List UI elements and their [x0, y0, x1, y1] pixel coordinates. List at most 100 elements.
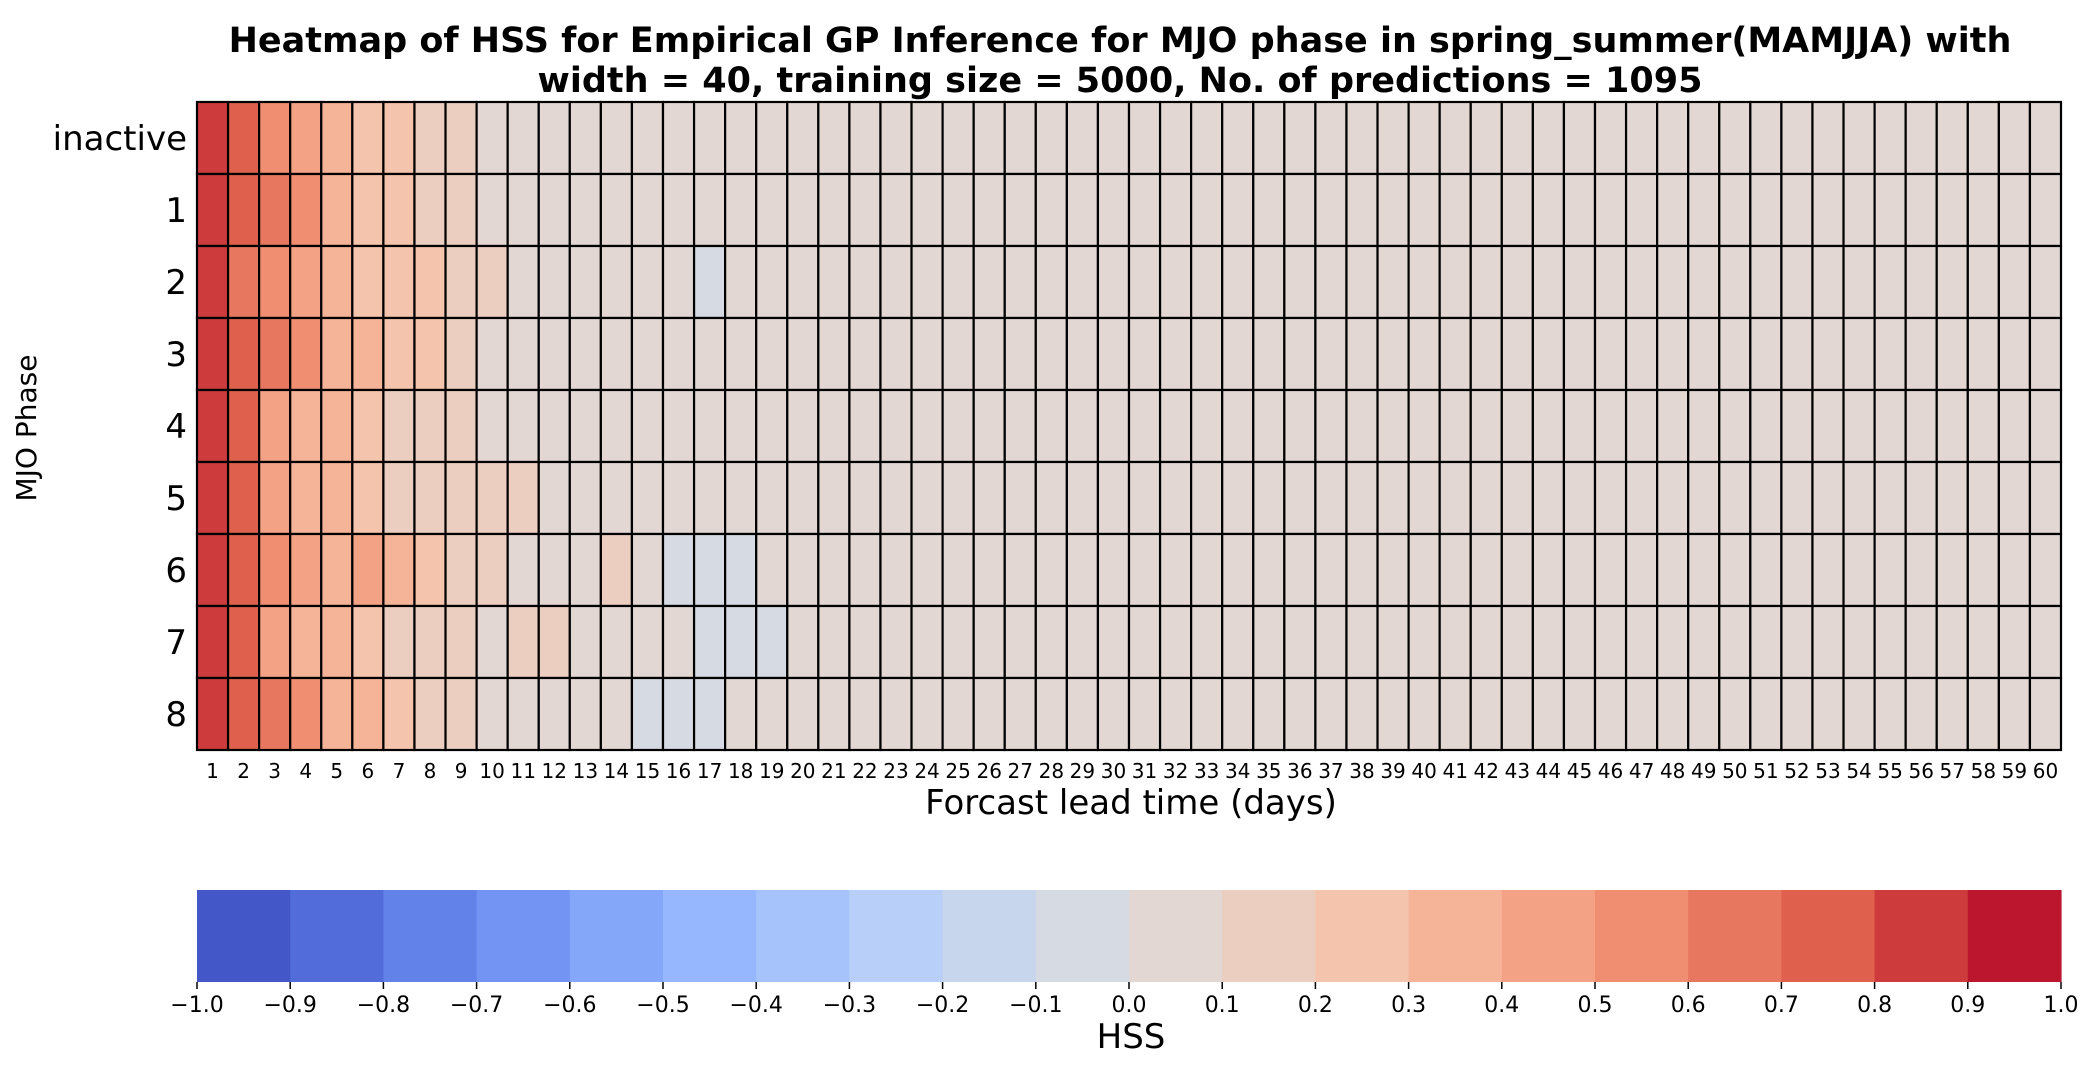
heatmap-cell: [599, 316, 634, 392]
heatmap-cell: [506, 172, 540, 248]
colorbar-segment: [1688, 890, 1782, 982]
heatmap-cell: [599, 676, 634, 752]
colorbar-segment: [942, 890, 1037, 982]
heatmap-cell: [1252, 532, 1286, 608]
heatmap-cell: [1531, 460, 1566, 536]
colorbar-segment: [1501, 890, 1596, 982]
heatmap-cell: [1873, 100, 1907, 176]
heatmap-cell: [1935, 316, 1969, 392]
heatmap-cell: [1314, 604, 1348, 680]
x-tick-label: 52: [1784, 759, 1809, 783]
heatmap-cell: [1624, 532, 1659, 608]
heatmap-cell: [1593, 604, 1628, 680]
heatmap-cell: [941, 532, 975, 608]
colorbar-tick-label: −0.1: [1009, 993, 1062, 1018]
heatmap-cell: [1749, 532, 1783, 608]
heatmap-cell: [1624, 460, 1659, 536]
heatmap-cell: [1500, 604, 1534, 680]
heatmap-cell: [1873, 172, 1907, 248]
heatmap-cell: [661, 172, 696, 248]
heatmap-cell: [506, 316, 540, 392]
heatmap-cell: [1438, 172, 1472, 248]
heatmap-cell: [1811, 316, 1845, 392]
heatmap-cell: [1345, 244, 1379, 320]
colorbar-segment: [569, 890, 664, 982]
heatmap-cell: [1687, 532, 1721, 608]
heatmap-cell: [475, 388, 509, 464]
heatmap-cell: [1531, 172, 1566, 248]
heatmap-cell: [1065, 388, 1100, 464]
heatmap-cell: [320, 100, 354, 176]
heatmap-cell: [1811, 100, 1845, 176]
x-tick-label: 22: [852, 759, 877, 783]
x-tick-label: 60: [2033, 759, 2058, 783]
heatmap-cell: [599, 172, 634, 248]
heatmap-cell: [1966, 172, 2000, 248]
heatmap-cell: [258, 460, 292, 536]
heatmap-cell: [755, 460, 789, 536]
heatmap-cell: [382, 532, 416, 608]
colorbar-tick-label: 0.8: [1857, 993, 1892, 1018]
heatmap-cell: [1127, 388, 1162, 464]
heatmap-cell: [1221, 532, 1255, 608]
heatmap-cell: [1531, 676, 1566, 752]
heatmap-cell: [1438, 244, 1472, 320]
heatmap-cell: [1904, 388, 1938, 464]
heatmap-cell: [817, 388, 851, 464]
heatmap-cell: [1376, 460, 1410, 536]
x-tick-label: 56: [1908, 759, 1933, 783]
heatmap-cell: [1003, 388, 1037, 464]
heatmap-cell: [444, 604, 478, 680]
heatmap-cell: [1252, 172, 1286, 248]
heatmap-cell: [1873, 388, 1907, 464]
x-tick-label: 17: [697, 759, 722, 783]
x-tick-label: 30: [1101, 759, 1126, 783]
heatmap-cell: [258, 244, 292, 320]
heatmap-cell: [1314, 100, 1348, 176]
heatmap-cell: [972, 388, 1006, 464]
heatmap-cell: [972, 244, 1006, 320]
heatmap-cell: [1531, 244, 1566, 320]
heatmap-cell: [1780, 172, 1814, 248]
x-tick-label: 26: [976, 759, 1001, 783]
heatmap-cell: [1438, 460, 1472, 536]
x-tick-label: 5: [330, 759, 343, 783]
heatmap-cell: [724, 172, 758, 248]
heatmap-cell: [1904, 460, 1938, 536]
heatmap-cell: [1593, 316, 1628, 392]
x-tick-label: 9: [455, 759, 468, 783]
heatmap-cell: [1127, 244, 1162, 320]
heatmap-cell: [692, 388, 727, 464]
heatmap-cell: [1593, 532, 1628, 608]
heatmap-cell: [1593, 100, 1628, 176]
heatmap-cell: [1873, 532, 1907, 608]
heatmap-cell: [568, 244, 602, 320]
heatmap-cell: [1718, 604, 1752, 680]
heatmap-cell: [1034, 460, 1068, 536]
heatmap-cell: [1376, 100, 1410, 176]
heatmap-cell: [630, 460, 665, 536]
heatmap-cell: [1842, 604, 1876, 680]
heatmap-cell: [1407, 604, 1441, 680]
heatmap-cell: [382, 388, 416, 464]
heatmap-cell: [1842, 532, 1876, 608]
heatmap-cell: [413, 460, 447, 536]
heatmap-cell: [413, 676, 447, 752]
heatmap-cell: [817, 244, 851, 320]
x-tick-label: 57: [1940, 759, 1965, 783]
heatmap-cell: [724, 676, 758, 752]
heatmap-cell: [320, 388, 354, 464]
heatmap-cell: [1873, 316, 1907, 392]
heatmap-cell: [1034, 676, 1068, 752]
y-tick-label: 5: [165, 479, 187, 519]
heatmap-cell: [941, 244, 975, 320]
heatmap-cell: [1221, 316, 1255, 392]
heatmap-cell: [475, 676, 509, 752]
heatmap-cell: [1314, 244, 1348, 320]
heatmap-cell: [506, 388, 540, 464]
heatmap-cell: [941, 172, 975, 248]
heatmap-cell: [1718, 172, 1752, 248]
heatmap-cell: [1034, 604, 1068, 680]
heatmap-cell: [692, 172, 727, 248]
heatmap-cell: [1500, 388, 1534, 464]
